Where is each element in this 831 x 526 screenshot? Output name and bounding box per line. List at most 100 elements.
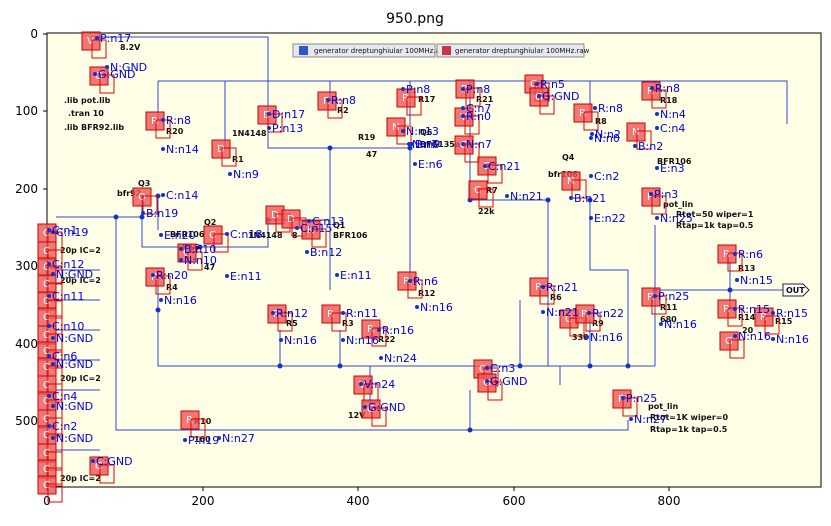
node-label: R:n8 xyxy=(331,94,356,107)
component-box-letter: R xyxy=(402,93,409,104)
component-box xyxy=(145,267,165,287)
node-pin-dot xyxy=(51,436,55,440)
label-r19-value: 47 xyxy=(366,150,377,159)
node-label: P:n19 xyxy=(188,434,219,447)
node-label: N:n15 xyxy=(740,274,773,287)
label-q5: BFR106 xyxy=(657,157,692,166)
node-label: E:n11 xyxy=(340,269,372,282)
label-diode2: 1N4148 xyxy=(248,231,283,240)
schematic-background xyxy=(46,32,822,488)
component-box-letter: C xyxy=(43,380,50,391)
node-label: N:n27 xyxy=(222,432,255,445)
node-pin-dot xyxy=(461,106,465,110)
button-asc[interactable] xyxy=(292,43,436,58)
wire xyxy=(589,200,629,366)
node-label: C:n18 xyxy=(230,228,262,241)
node-label: N:n24 xyxy=(384,352,417,365)
y-tick-label: 100 xyxy=(15,104,38,118)
cap-ic-label: 20p IC=2 xyxy=(60,246,101,255)
component-box-letter: C xyxy=(43,346,50,357)
node-label: C:n21 xyxy=(488,160,520,173)
node-label: P:n25 xyxy=(658,290,689,303)
node-label: R:n6 xyxy=(413,275,438,288)
node-pin-dot xyxy=(91,459,95,463)
node-label: N:GND xyxy=(56,332,93,345)
node-pin-dot xyxy=(485,379,489,383)
component-box-letter: P xyxy=(618,394,624,405)
node-label: C:n15 xyxy=(300,222,332,235)
label-r7-value: 22k xyxy=(478,207,495,216)
button-asc-label: generator dreptunghiular 100MHz.asc xyxy=(314,47,447,55)
node-pin-dot xyxy=(655,216,659,220)
component-box-letter: C xyxy=(43,464,50,475)
node-label: C:n12 xyxy=(52,258,84,271)
component-box xyxy=(468,180,488,200)
label-r13: R13 xyxy=(738,264,755,273)
node-label: P:n13 xyxy=(272,122,303,135)
node-label: C:GND xyxy=(96,455,133,468)
button-raw[interactable] xyxy=(436,43,585,58)
junction-dot xyxy=(587,197,593,203)
node-label: N:n16 xyxy=(346,334,379,347)
label-r9: R9 xyxy=(592,319,604,328)
node-label: B:n9 xyxy=(415,138,440,151)
component-box xyxy=(396,88,416,108)
vsrc-value: 8.2V xyxy=(120,43,141,52)
node-pin-dot xyxy=(401,129,405,133)
node-pin-dot xyxy=(408,279,412,283)
component-box xyxy=(281,209,301,229)
component-outline xyxy=(187,251,203,271)
component-box-letter: C xyxy=(43,396,50,407)
node-label: R:n15 xyxy=(738,303,770,316)
label-r1: R1 xyxy=(232,155,244,164)
node-pin-dot xyxy=(341,311,345,315)
wire xyxy=(470,420,629,431)
component-box xyxy=(132,187,152,207)
component-box-letter: G xyxy=(367,404,375,415)
component-box xyxy=(397,271,417,291)
component-box xyxy=(573,103,593,123)
x-tick-label: 400 xyxy=(347,494,370,508)
component-box-letter: R xyxy=(723,304,730,315)
node-pin-dot xyxy=(47,294,51,298)
component-outline xyxy=(331,312,347,332)
wire xyxy=(90,36,330,149)
node-pin-dot xyxy=(47,228,51,232)
component-box xyxy=(203,225,223,245)
component-outline xyxy=(142,195,158,215)
component-box xyxy=(641,287,661,307)
node-pin-dot xyxy=(771,337,775,341)
node-label: N:n7 xyxy=(466,138,492,151)
component-box-letter: R xyxy=(151,116,158,127)
node-label: V:n24 xyxy=(364,378,395,391)
node-label: N:n16 xyxy=(664,318,697,331)
component-box-letter: G xyxy=(725,336,733,347)
component-outline xyxy=(487,164,503,184)
node-label: N:n4 xyxy=(660,108,686,121)
label-diode: 1N4148 xyxy=(232,129,267,138)
node-pin-dot xyxy=(733,252,737,256)
label-q3: Q3 xyxy=(138,179,150,188)
node-pin-dot xyxy=(279,338,283,342)
node-pin-dot xyxy=(51,272,55,276)
node-label: N:GND xyxy=(56,358,93,371)
node-label: G:GND xyxy=(490,375,527,388)
node-label: R:n0 xyxy=(466,110,491,123)
node-pin-dot xyxy=(271,311,275,315)
component-box xyxy=(37,475,57,495)
component-outline xyxy=(464,115,480,135)
node-pin-dot xyxy=(461,87,465,91)
node-label: N:n16 xyxy=(776,333,809,346)
component-box-letter: Q xyxy=(138,192,146,203)
node-pin-dot xyxy=(401,87,405,91)
wire xyxy=(200,220,269,248)
figure-title: 950.png xyxy=(386,11,444,27)
component-box-letter: N xyxy=(567,176,574,187)
junction-dot xyxy=(407,145,413,151)
component-box xyxy=(89,66,109,86)
label-r12: R12 xyxy=(418,289,435,298)
node-label: N:n2 xyxy=(595,128,621,141)
y-tick-label: 200 xyxy=(15,182,38,196)
node-label: D:n17 xyxy=(272,108,305,121)
node-pin-dot xyxy=(307,219,311,223)
